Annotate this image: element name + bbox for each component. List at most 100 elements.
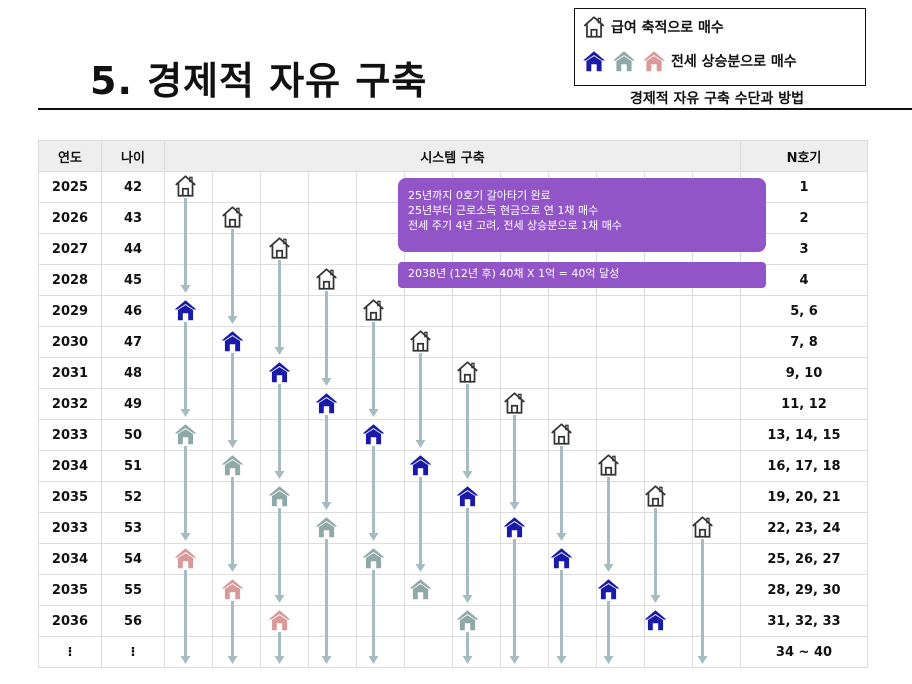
system-cell <box>404 357 453 389</box>
system-cell <box>500 388 549 420</box>
header-n: N호기 <box>740 140 868 172</box>
system-cell <box>260 202 309 234</box>
house-gray-icon <box>613 51 635 72</box>
system-cell <box>308 481 357 513</box>
system-cell <box>692 636 741 668</box>
system-cell <box>308 295 357 327</box>
system-cell <box>548 295 597 327</box>
table-row: 2036 56 31, 32, 33 <box>38 605 868 637</box>
system-cell <box>212 202 261 234</box>
system-cell <box>308 264 357 296</box>
system-cell <box>500 605 549 637</box>
system-cell <box>164 419 213 451</box>
age-cell: 50 <box>101 419 165 451</box>
system-cell <box>404 450 453 482</box>
year-cell: 2032 <box>38 388 102 420</box>
year-cell: 2035 <box>38 574 102 606</box>
system-cell <box>548 574 597 606</box>
system-cell <box>452 326 501 358</box>
system-cell <box>164 326 213 358</box>
system-cell <box>452 419 501 451</box>
system-cell <box>308 233 357 265</box>
system-cell <box>164 357 213 389</box>
system-cell <box>404 543 453 575</box>
year-cell: 2028 <box>38 264 102 296</box>
n-cell: 16, 17, 18 <box>740 450 868 482</box>
system-cell <box>164 636 213 668</box>
note-line: 2038년 (12년 후) 40채 X 1억 = 40억 달성 <box>408 267 620 280</box>
legend-item-deposit: 전세 상승분으로 매수 <box>581 47 797 75</box>
system-cell <box>548 481 597 513</box>
system-cell <box>644 512 693 544</box>
table-row: 2030 47 7, 8 <box>38 326 868 358</box>
system-cell <box>308 326 357 358</box>
table-row: 2033 50 13, 14, 15 <box>38 419 868 451</box>
page-title: 5. 경제적 자유 구축 <box>90 59 428 103</box>
legend-label-deposit: 전세 상승분으로 매수 <box>671 54 797 70</box>
system-cell <box>692 295 741 327</box>
system-cell <box>260 233 309 265</box>
system-cell <box>356 512 405 544</box>
header-year: 연도 <box>38 140 102 172</box>
system-cell <box>356 636 405 668</box>
year-cell: 2033 <box>38 419 102 451</box>
system-cell <box>692 574 741 606</box>
system-cell <box>548 512 597 544</box>
year-cell: 2036 <box>38 605 102 637</box>
header-age: 나이 <box>101 140 165 172</box>
system-cell <box>212 636 261 668</box>
year-cell: 2033 <box>38 512 102 544</box>
system-cell <box>212 481 261 513</box>
system-cell <box>500 326 549 358</box>
system-cell <box>452 543 501 575</box>
n-cell: 19, 20, 21 <box>740 481 868 513</box>
system-cell <box>212 295 261 327</box>
note-box-goal: 2038년 (12년 후) 40채 X 1억 = 40억 달성 <box>398 262 766 288</box>
age-cell: 44 <box>101 233 165 265</box>
system-cell <box>404 481 453 513</box>
system-cell <box>164 450 213 482</box>
system-cell <box>548 543 597 575</box>
system-cell <box>452 636 501 668</box>
age-cell: 47 <box>101 326 165 358</box>
system-cell <box>356 233 405 265</box>
age-cell: 49 <box>101 388 165 420</box>
system-cell <box>644 357 693 389</box>
system-cell <box>356 326 405 358</box>
system-cell <box>212 419 261 451</box>
system-cell <box>596 636 645 668</box>
system-cell <box>500 357 549 389</box>
age-cell: 51 <box>101 450 165 482</box>
system-cell <box>356 481 405 513</box>
table-row: 2034 54 25, 26, 27 <box>38 543 868 575</box>
system-cell <box>692 543 741 575</box>
system-cell <box>404 574 453 606</box>
age-cell: 53 <box>101 512 165 544</box>
system-cell <box>308 605 357 637</box>
n-cell: 7, 8 <box>740 326 868 358</box>
system-cell <box>260 636 309 668</box>
age-cell: ⁝ <box>101 636 165 668</box>
system-cell <box>260 357 309 389</box>
system-cell <box>452 481 501 513</box>
house-pink-icon <box>643 51 665 72</box>
system-cell <box>260 295 309 327</box>
system-cell <box>164 481 213 513</box>
table-row: 2034 51 16, 17, 18 <box>38 450 868 482</box>
note-line: 전세 주기 4년 고려, 전세 상승분으로 1채 매수 <box>408 219 623 232</box>
system-cell <box>212 357 261 389</box>
system-cell <box>548 636 597 668</box>
year-cell: 2026 <box>38 202 102 234</box>
system-cell <box>404 326 453 358</box>
system-cell <box>500 512 549 544</box>
system-cell <box>596 326 645 358</box>
table-row: 2032 49 11, 12 <box>38 388 868 420</box>
system-cell <box>692 481 741 513</box>
system-cell <box>260 326 309 358</box>
system-cell <box>596 419 645 451</box>
system-cell <box>692 512 741 544</box>
system-cell <box>692 357 741 389</box>
table-row: 2035 55 28, 29, 30 <box>38 574 868 606</box>
system-cell <box>404 295 453 327</box>
year-cell: 2034 <box>38 450 102 482</box>
